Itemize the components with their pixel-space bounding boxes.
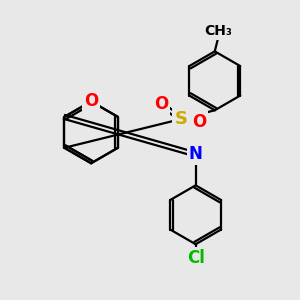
Text: O: O — [154, 95, 168, 113]
Text: Cl: Cl — [187, 249, 205, 267]
Text: CH₃: CH₃ — [204, 24, 232, 38]
Text: O: O — [84, 92, 98, 110]
Text: O: O — [192, 113, 206, 131]
Text: N: N — [189, 146, 202, 164]
Text: S: S — [174, 110, 188, 128]
